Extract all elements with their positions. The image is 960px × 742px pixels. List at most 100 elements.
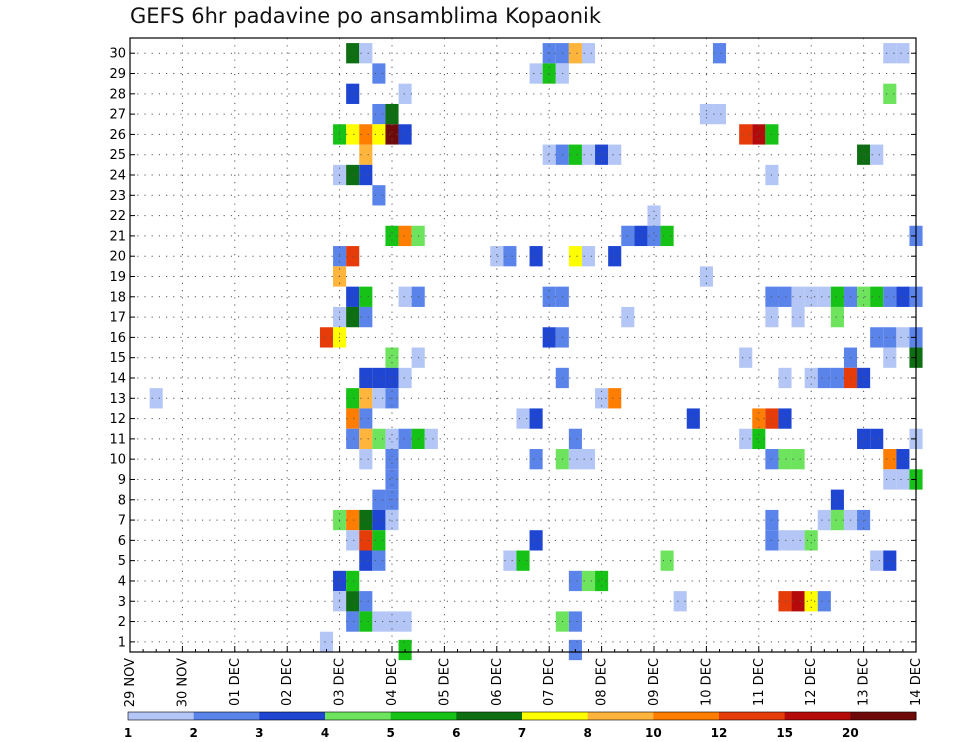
heatmap-cell xyxy=(608,144,622,165)
heatmap-cell xyxy=(359,408,373,429)
x-tick-label: 01 DEC xyxy=(228,658,243,706)
legend-label: 7 xyxy=(518,726,526,740)
heatmap-cell xyxy=(778,530,792,551)
heatmap-cell xyxy=(791,449,805,470)
heatmap-cell xyxy=(739,124,753,145)
heatmap-cell xyxy=(883,43,897,64)
heatmap-cell xyxy=(634,225,648,247)
y-tick-label: 6 xyxy=(118,534,126,549)
heatmap-cell xyxy=(346,509,360,531)
y-tick-label: 26 xyxy=(109,128,126,143)
heatmap-cell xyxy=(372,103,386,125)
heatmap-cell xyxy=(870,428,884,450)
heatmap-cell xyxy=(870,286,884,307)
heatmap-cell xyxy=(542,63,556,84)
heatmap-cell xyxy=(385,469,399,490)
x-tick-label: 30 NOV xyxy=(175,658,190,707)
legend-swatch xyxy=(587,712,654,720)
heatmap-cell xyxy=(149,388,163,409)
heatmap-cell xyxy=(398,428,412,450)
x-tick-label: 07 DEC xyxy=(542,658,557,706)
heatmap-cell xyxy=(896,469,910,490)
heatmap-cell xyxy=(398,225,412,247)
heatmap-cell xyxy=(529,408,543,429)
y-tick-label: 20 xyxy=(109,250,126,265)
heatmap-cell xyxy=(346,43,360,64)
heatmap-cell xyxy=(830,286,844,307)
heatmap-cell xyxy=(752,408,766,429)
heatmap-cell xyxy=(503,246,517,267)
heatmap-cell xyxy=(660,550,674,571)
heatmap-cell xyxy=(568,144,582,165)
heatmap-cell xyxy=(372,550,386,571)
legend-label: 20 xyxy=(842,726,859,740)
heatmap-cell xyxy=(778,367,792,389)
y-tick-label: 5 xyxy=(118,554,126,569)
heatmap-cell xyxy=(359,144,373,165)
y-tick-label: 11 xyxy=(109,432,126,447)
heatmap-cell xyxy=(490,246,504,267)
y-tick-label: 10 xyxy=(109,453,126,468)
heatmap-cell xyxy=(385,367,399,389)
legend-frame xyxy=(127,711,917,721)
y-tick-label: 1 xyxy=(118,635,126,650)
heatmap-cell xyxy=(319,327,334,348)
heatmap-cell xyxy=(346,306,360,328)
heatmap-cell xyxy=(346,530,360,551)
heatmap-cell xyxy=(385,428,399,450)
chart-title: GEFS 6hr padavine po ansamblima Kopaonik xyxy=(130,4,602,28)
x-tick-label: 04 DEC xyxy=(385,658,400,706)
legend-swatch xyxy=(259,712,326,720)
heatmap-cell xyxy=(385,509,399,531)
legend-label: 5 xyxy=(386,726,394,740)
y-tick-label: 16 xyxy=(109,331,126,346)
heatmap-cell xyxy=(595,570,609,592)
x-tick-label: 09 DEC xyxy=(647,658,662,706)
heatmap-cell xyxy=(372,509,386,531)
heatmap-cell xyxy=(359,124,373,145)
y-tick-label: 30 xyxy=(109,47,126,62)
heatmap-cell xyxy=(791,286,805,307)
heatmap-cell xyxy=(372,63,386,84)
x-tick-label: 05 DEC xyxy=(437,658,452,706)
heatmap-cell xyxy=(359,611,373,632)
x-tick-label: 29 NOV xyxy=(123,658,138,707)
heatmap-cell xyxy=(791,530,805,551)
y-tick-label: 21 xyxy=(109,229,126,244)
x-tick-label: 11 DEC xyxy=(752,658,767,706)
legend-swatch xyxy=(193,712,260,720)
heatmap-cell xyxy=(529,449,543,470)
heatmap-cell xyxy=(883,550,897,571)
heatmap-cell xyxy=(398,286,412,307)
heatmap-cell xyxy=(385,103,399,125)
heatmap-cell xyxy=(516,550,530,571)
x-tick-label: 12 DEC xyxy=(804,658,819,706)
heatmap-cell xyxy=(319,631,334,652)
heatmap-cell xyxy=(581,449,596,470)
y-tick-label: 24 xyxy=(109,169,126,184)
legend-swatch xyxy=(325,712,392,720)
heatmap-cell xyxy=(568,43,582,64)
heatmap-cell xyxy=(398,83,412,104)
heatmap-cell xyxy=(804,286,818,307)
x-tick-label: 10 DEC xyxy=(699,658,714,706)
heatmap-cell xyxy=(830,367,844,389)
heatmap-cell xyxy=(804,591,818,612)
legend-label: 8 xyxy=(583,726,591,740)
heatmap-cell xyxy=(857,428,871,450)
heatmap-cell xyxy=(372,367,386,389)
heatmap-cell xyxy=(581,144,596,165)
heatmap-cell xyxy=(385,225,399,247)
heatmap-cell xyxy=(739,428,753,450)
heatmap-cell xyxy=(346,408,360,429)
heatmap-cell xyxy=(712,43,727,64)
legend-swatch xyxy=(719,712,786,720)
heatmap-cell xyxy=(516,408,530,429)
heatmap-cell xyxy=(830,306,844,328)
heatmap-cell xyxy=(346,591,360,612)
heatmap-cell xyxy=(857,509,871,531)
heatmap-cell xyxy=(346,164,360,186)
legend-label: 4 xyxy=(321,726,329,740)
x-tick-label: 06 DEC xyxy=(490,658,505,706)
